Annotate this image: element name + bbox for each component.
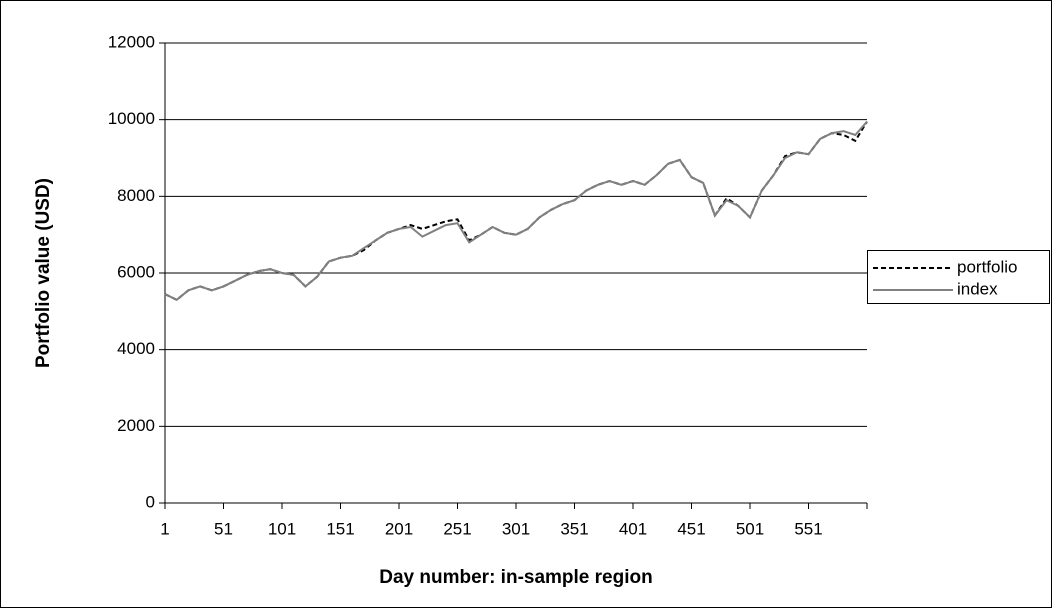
- y-tick-label: 4000: [117, 339, 155, 358]
- y-tick-label: 0: [146, 492, 155, 511]
- x-tick-label: 301: [502, 519, 530, 538]
- x-tick-label: 551: [794, 519, 822, 538]
- y-tick-label: 12000: [108, 32, 155, 51]
- y-tick-label: 2000: [117, 416, 155, 435]
- x-tick-label: 51: [214, 519, 233, 538]
- x-tick-label: 251: [443, 519, 471, 538]
- legend-label: portfolio: [957, 257, 1017, 276]
- y-tick-label: 8000: [117, 186, 155, 205]
- x-tick-label: 1: [160, 519, 169, 538]
- y-axis-title: Portfolio value (USD): [33, 178, 54, 368]
- x-tick-label: 151: [326, 519, 354, 538]
- x-tick-label: 101: [268, 519, 296, 538]
- x-tick-label: 201: [385, 519, 413, 538]
- y-tick-label: 10000: [108, 109, 155, 128]
- x-tick-label: 451: [677, 519, 705, 538]
- series-line: [164, 120, 868, 301]
- x-tick-label: 501: [736, 519, 764, 538]
- y-tick-label: 6000: [117, 262, 155, 281]
- x-axis-title: Day number: in-sample region: [379, 567, 652, 588]
- legend-label: index: [957, 279, 998, 298]
- legend: [867, 250, 1050, 304]
- x-tick-label: 401: [619, 519, 647, 538]
- x-tick-label: 351: [560, 519, 588, 538]
